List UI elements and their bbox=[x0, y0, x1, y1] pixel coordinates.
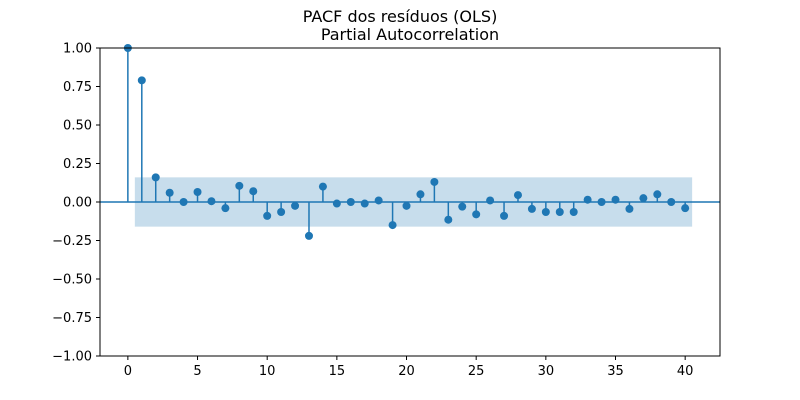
data-point bbox=[611, 195, 620, 204]
data-point bbox=[555, 208, 564, 217]
data-point bbox=[137, 76, 146, 85]
data-point bbox=[681, 204, 690, 213]
data-point bbox=[458, 202, 467, 211]
data-point bbox=[388, 221, 397, 230]
data-point bbox=[444, 215, 453, 224]
data-point bbox=[360, 199, 369, 208]
data-point bbox=[597, 198, 606, 206]
data-point bbox=[249, 187, 258, 196]
y-tick-label: 0.75 bbox=[63, 80, 92, 95]
data-point bbox=[277, 208, 286, 217]
data-point bbox=[541, 208, 550, 217]
data-point bbox=[207, 197, 216, 206]
data-point bbox=[332, 199, 341, 208]
x-tick-label: 30 bbox=[538, 364, 555, 379]
data-point bbox=[291, 201, 300, 210]
data-point bbox=[513, 191, 522, 200]
data-point bbox=[193, 187, 202, 196]
data-point bbox=[165, 188, 174, 197]
y-tick-label: 0.00 bbox=[63, 196, 92, 211]
y-tick-label: −0.50 bbox=[52, 273, 92, 288]
data-point bbox=[430, 177, 439, 186]
data-point bbox=[527, 204, 536, 213]
y-tick-label: −0.75 bbox=[52, 311, 92, 326]
y-tick-label: 0.25 bbox=[63, 157, 92, 172]
y-tick-label: 0.50 bbox=[63, 119, 92, 134]
data-point bbox=[472, 210, 481, 219]
y-tick-label: 1.00 bbox=[63, 42, 92, 57]
data-point bbox=[318, 182, 327, 191]
x-tick-label: 10 bbox=[259, 364, 276, 379]
x-tick-label: 5 bbox=[193, 364, 201, 379]
chart-title: Partial Autocorrelation bbox=[321, 25, 499, 44]
x-tick-label: 15 bbox=[329, 364, 346, 379]
data-point bbox=[667, 198, 676, 206]
data-point bbox=[653, 190, 662, 199]
data-point bbox=[151, 173, 160, 182]
data-point bbox=[179, 198, 188, 206]
data-point bbox=[639, 194, 648, 203]
y-tick-label: −0.25 bbox=[52, 234, 92, 249]
data-point bbox=[500, 211, 509, 220]
data-point bbox=[402, 201, 411, 210]
data-point bbox=[346, 198, 355, 206]
data-point bbox=[235, 181, 244, 190]
data-point bbox=[374, 196, 383, 205]
x-tick-label: 25 bbox=[468, 364, 485, 379]
y-tick-label: −1.00 bbox=[52, 350, 92, 365]
x-tick-label: 35 bbox=[607, 364, 624, 379]
x-tick-label: 40 bbox=[677, 364, 694, 379]
data-point bbox=[569, 208, 578, 217]
x-tick-label: 0 bbox=[124, 364, 132, 379]
data-point bbox=[625, 204, 634, 213]
data-point bbox=[416, 190, 425, 199]
data-point bbox=[583, 195, 592, 204]
x-tick-label: 20 bbox=[398, 364, 415, 379]
chart-suptitle: PACF dos resíduos (OLS) bbox=[303, 7, 498, 26]
data-point bbox=[304, 231, 313, 240]
data-point bbox=[263, 211, 272, 220]
data-point bbox=[221, 204, 230, 213]
data-point bbox=[486, 196, 495, 205]
